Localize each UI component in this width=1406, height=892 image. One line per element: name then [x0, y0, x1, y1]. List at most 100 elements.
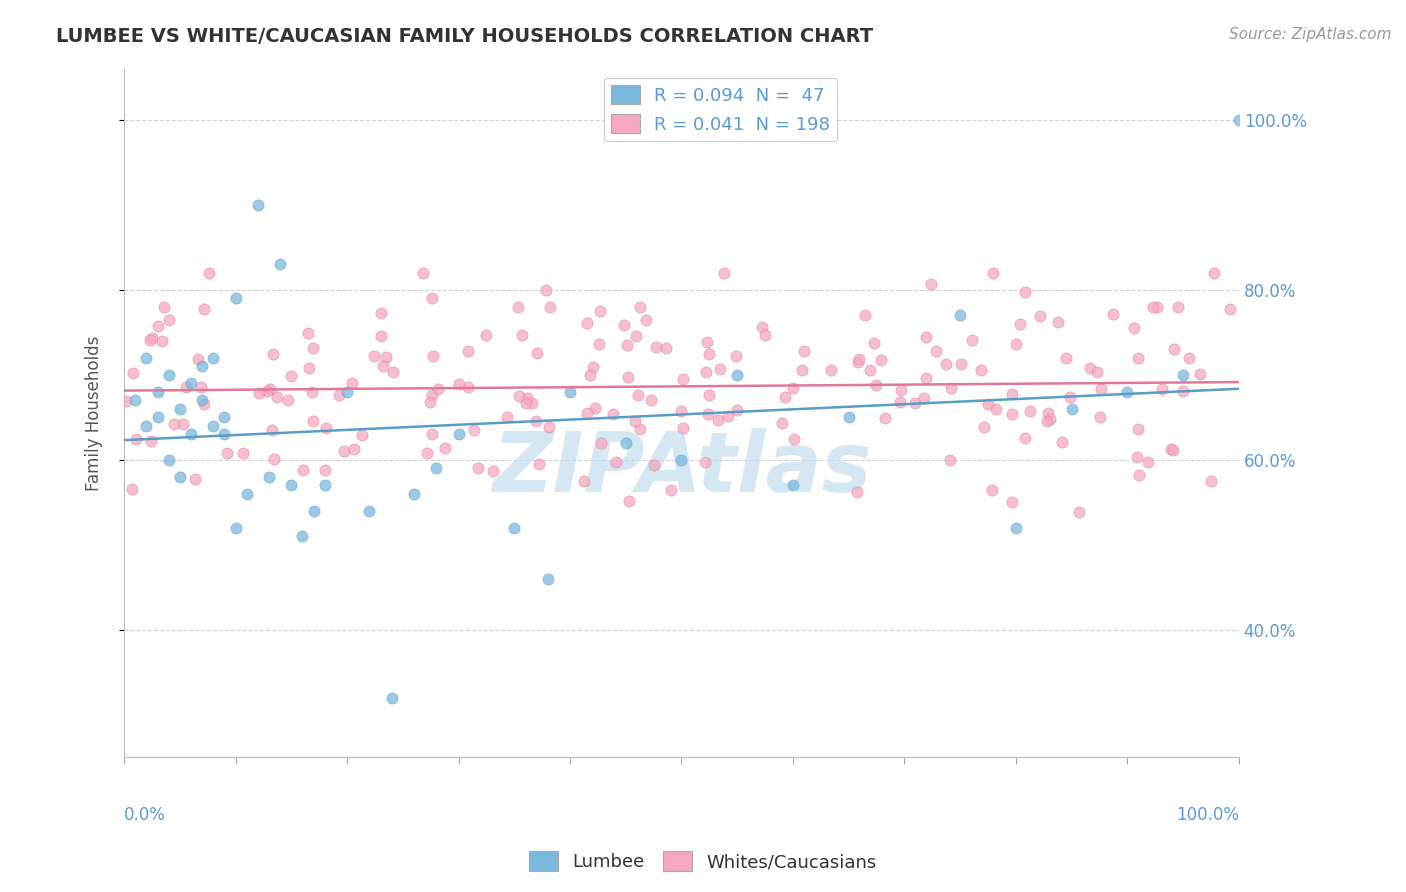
Point: [624, 414, 647, 428]
Point: [302, 504, 325, 518]
Point: [613, 318, 636, 332]
Point: [1060, 401, 1083, 416]
Point: [263, 452, 285, 467]
Point: [1001, 495, 1024, 509]
Point: [1069, 505, 1091, 519]
Point: [1173, 384, 1195, 399]
Point: [870, 352, 893, 367]
Point: [693, 455, 716, 469]
Point: [540, 300, 562, 314]
Point: [467, 461, 489, 475]
Point: [1199, 475, 1222, 489]
Point: [589, 304, 612, 318]
Point: [581, 360, 603, 375]
Point: [862, 336, 884, 351]
Legend: R = 0.094  N =  47, R = 0.041  N = 198: R = 0.094 N = 47, R = 0.041 N = 198: [603, 78, 838, 141]
Point: [291, 463, 314, 477]
Point: [640, 393, 662, 408]
Point: [1005, 521, 1028, 535]
Point: [793, 344, 815, 359]
Point: [1090, 383, 1112, 397]
Point: [915, 370, 938, 384]
Point: [139, 333, 162, 347]
Point: [751, 320, 773, 334]
Point: [260, 423, 283, 437]
Point: [135, 351, 157, 365]
Point: [1188, 367, 1211, 381]
Point: [370, 305, 392, 319]
Point: [1126, 422, 1149, 436]
Point: [1123, 321, 1146, 335]
Point: [434, 442, 457, 456]
Point: [375, 350, 398, 364]
Point: [1227, 112, 1250, 127]
Point: [696, 407, 718, 421]
Point: [671, 403, 693, 417]
Point: [169, 401, 191, 416]
Point: [617, 370, 640, 384]
Point: [616, 338, 638, 352]
Point: [191, 359, 214, 374]
Point: [977, 397, 1000, 411]
Point: [515, 396, 537, 410]
Point: [1167, 300, 1189, 314]
Point: [1054, 351, 1077, 365]
Point: [520, 396, 543, 410]
Point: [508, 389, 530, 403]
Point: [510, 327, 533, 342]
Point: [232, 445, 254, 459]
Point: [262, 346, 284, 360]
Point: [422, 388, 444, 402]
Point: [859, 362, 882, 376]
Point: [426, 382, 449, 396]
Point: [875, 410, 897, 425]
Point: [920, 277, 942, 292]
Point: [890, 383, 912, 397]
Point: [537, 572, 560, 586]
Point: [1014, 285, 1036, 300]
Point: [187, 351, 209, 366]
Text: LUMBEE VS WHITE/CAUCASIAN FAMILY HOUSEHOLDS CORRELATION CHART: LUMBEE VS WHITE/CAUCASIAN FAMILY HOUSEHO…: [56, 27, 873, 45]
Point: [496, 410, 519, 425]
Point: [1160, 442, 1182, 456]
Point: [1161, 443, 1184, 458]
Point: [193, 397, 215, 411]
Point: [960, 334, 983, 348]
Point: [184, 472, 207, 486]
Point: [614, 435, 637, 450]
Point: [193, 301, 215, 316]
Point: [645, 340, 668, 354]
Point: [202, 418, 225, 433]
Point: [626, 388, 648, 402]
Point: [782, 381, 804, 395]
Point: [280, 368, 302, 383]
Point: [457, 380, 479, 394]
Point: [709, 362, 731, 376]
Point: [269, 257, 291, 271]
Point: [754, 328, 776, 343]
Point: [939, 452, 962, 467]
Point: [838, 410, 860, 425]
Point: [297, 361, 319, 376]
Point: [419, 394, 441, 409]
Point: [373, 359, 395, 374]
Point: [328, 388, 350, 402]
Point: [575, 317, 598, 331]
Point: [277, 393, 299, 408]
Point: [163, 417, 186, 432]
Point: [1116, 384, 1139, 399]
Point: [425, 461, 447, 475]
Point: [935, 357, 957, 371]
Point: [1008, 317, 1031, 331]
Point: [672, 421, 695, 435]
Point: [889, 395, 911, 409]
Point: [949, 357, 972, 371]
Point: [342, 376, 364, 391]
Point: [247, 386, 270, 401]
Point: [939, 381, 962, 395]
Y-axis label: Family Households: Family Households: [86, 335, 103, 491]
Point: [214, 427, 236, 442]
Point: [574, 474, 596, 488]
Point: [534, 283, 557, 297]
Point: [1001, 387, 1024, 401]
